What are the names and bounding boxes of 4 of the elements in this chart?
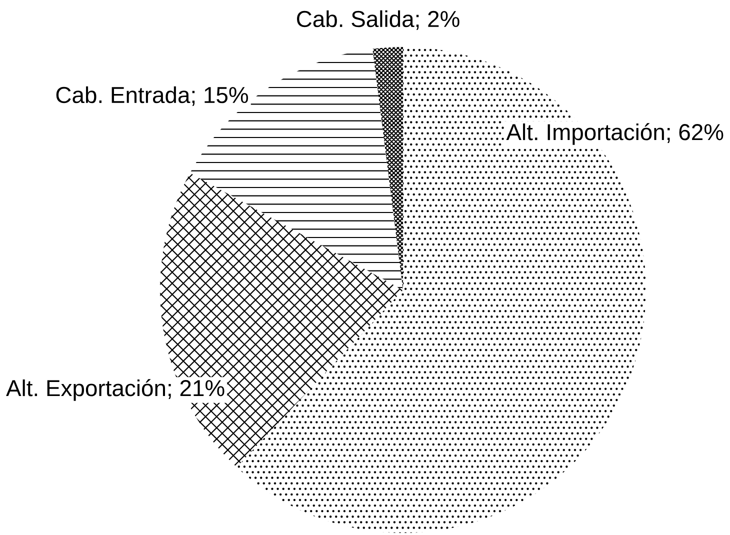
slice-label: Alt. Importación; 62% [506,123,724,145]
slice-label: Alt. Exportación; 21% [6,379,224,401]
slice-label: Cab. Entrada; 15% [56,86,248,106]
slice-label: Cab. Salida; 2% [297,10,460,30]
